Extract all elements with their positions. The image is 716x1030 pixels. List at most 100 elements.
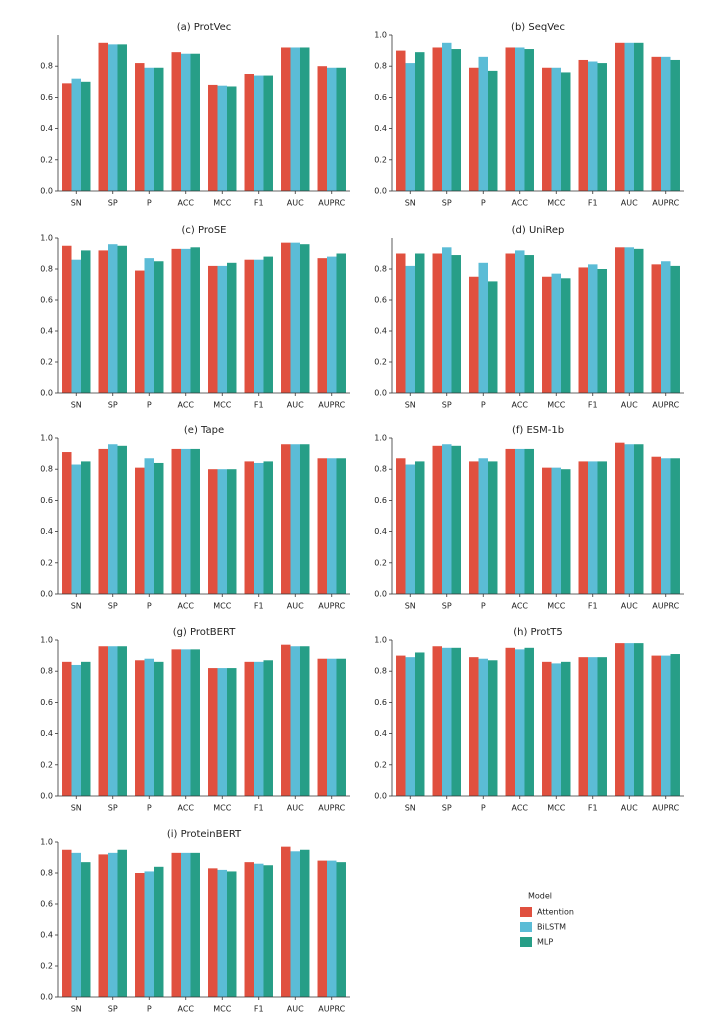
bar (217, 469, 227, 594)
bar (153, 462, 164, 594)
bar (71, 259, 81, 393)
bar (588, 657, 598, 796)
bar (624, 247, 634, 393)
series: BiLSTM (405, 643, 671, 796)
bar (451, 255, 461, 393)
bar (208, 469, 218, 594)
series: Attention (62, 644, 328, 796)
bar (624, 444, 634, 594)
bar (181, 649, 191, 796)
bar (597, 657, 607, 796)
x-tick-label: SP (442, 602, 452, 611)
series: Attention (62, 846, 328, 997)
y-tick-label: 0.8 (374, 265, 387, 274)
x-tick-label: MCC (547, 401, 565, 410)
bar (290, 444, 300, 594)
bar (651, 56, 662, 192)
bar (244, 259, 255, 393)
bar (217, 668, 227, 796)
x-tick-label: F1 (588, 804, 598, 813)
y-tick-label: 0.4 (40, 124, 53, 133)
series: BiLSTM (405, 247, 671, 393)
bar (615, 442, 625, 594)
x-tick-label: SN (405, 199, 416, 208)
chart-title: (c) ProSE (181, 225, 226, 236)
bar (432, 253, 443, 393)
y-tick-label: 0.4 (374, 527, 387, 536)
x-tick-label: SP (108, 602, 118, 611)
bar (144, 871, 154, 997)
bar (560, 469, 571, 594)
y-tick-label: 0.0 (374, 792, 387, 801)
bar (651, 655, 662, 796)
chart-title: (f) ESM-1b (512, 425, 564, 436)
bar (144, 658, 154, 796)
x-tick-label: AUPRC (318, 401, 345, 410)
bar (442, 647, 452, 796)
bar (108, 44, 118, 191)
series: Attention (396, 442, 662, 594)
bar (108, 244, 118, 393)
bar (551, 273, 561, 393)
x-tick-label: ACC (511, 401, 528, 410)
bar (542, 67, 552, 191)
y-tick-label: 0.6 (40, 496, 53, 505)
bar (505, 448, 516, 594)
bar (80, 661, 91, 796)
bar (171, 52, 182, 191)
y-tick-label: 0.2 (40, 358, 53, 367)
x-tick-label: ACC (177, 401, 194, 410)
bar (263, 75, 273, 191)
y-tick-label: 0.6 (40, 900, 53, 909)
panel: (f) ESM-1b 0.0 0.2 0.4 0.6 0.8 1.0 AttentionBiL… (374, 425, 684, 611)
bar (281, 846, 291, 997)
bar (487, 281, 498, 393)
bar (181, 448, 191, 594)
bar (226, 668, 237, 796)
bar (560, 278, 571, 393)
bar (588, 61, 598, 191)
bar (217, 265, 227, 393)
bar (336, 862, 346, 997)
bar (254, 75, 264, 191)
bar (117, 646, 127, 796)
bar (670, 59, 680, 192)
bar (396, 458, 406, 594)
bar (578, 657, 589, 796)
series: Attention (62, 242, 328, 393)
bar (524, 448, 534, 594)
bar (560, 661, 571, 796)
bar (317, 458, 328, 594)
x-tick-label: SN (71, 804, 82, 813)
bar (153, 866, 164, 997)
y-tick-label: 1.0 (374, 434, 387, 443)
x-tick-label: P (481, 199, 486, 208)
bar (190, 649, 200, 796)
bar (281, 644, 291, 796)
bar (299, 47, 310, 192)
x-tick-label: AUPRC (652, 199, 679, 208)
y-tick-label: 0.6 (40, 93, 53, 102)
chart-title: (d) UniRep (512, 225, 565, 236)
y-tick-label: 1.0 (40, 636, 53, 645)
bar (144, 67, 154, 191)
panel: (a) ProtVec 0.0 0.2 0.4 0.6 0.8 AttentionBiLST… (40, 22, 350, 208)
bar (588, 461, 598, 594)
bar (396, 655, 406, 796)
bar (432, 445, 443, 594)
bar (153, 67, 164, 191)
bar (578, 461, 589, 594)
x-tick-label: AUPRC (652, 401, 679, 410)
bar (432, 47, 443, 192)
x-tick-label: SN (405, 401, 416, 410)
legend-label: Attention (537, 908, 574, 917)
bar (226, 469, 237, 594)
bar (135, 63, 145, 191)
x-tick-label: AUPRC (318, 1005, 345, 1014)
bar (98, 448, 109, 594)
bar (80, 250, 91, 393)
bar (515, 448, 525, 594)
bar (108, 444, 118, 594)
bar (597, 461, 607, 594)
bar (414, 652, 425, 796)
